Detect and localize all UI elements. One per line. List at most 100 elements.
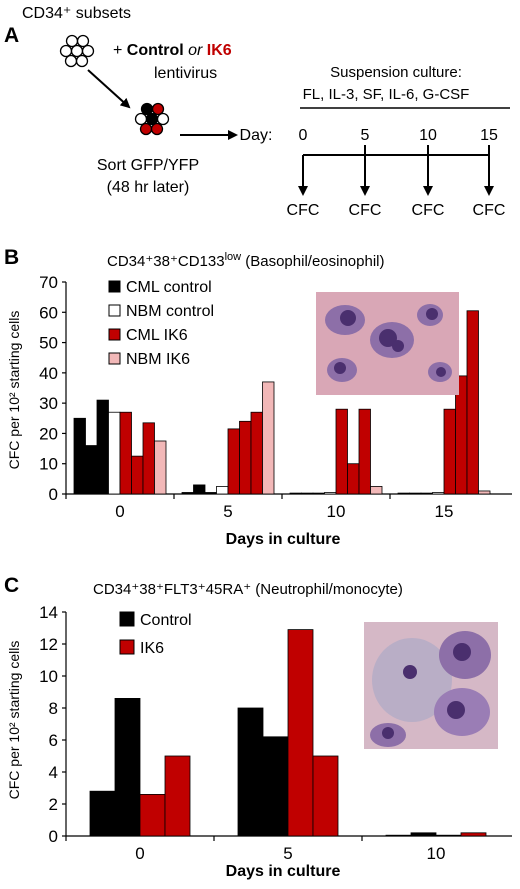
bar: [114, 698, 141, 837]
bar: [460, 832, 487, 837]
bar: [139, 794, 166, 837]
y-tick-label: 30: [39, 394, 58, 413]
transduced-cells-icon: [134, 102, 170, 136]
day-0: 0: [299, 127, 308, 144]
y-tick-label: 12: [39, 635, 58, 654]
x-tick-label: 10: [427, 844, 446, 863]
subsets-label: CD34⁺ subsets: [22, 5, 131, 22]
y-tick-label: 0: [49, 827, 58, 846]
y-tick-label: 60: [39, 303, 58, 322]
bar: [181, 492, 194, 495]
plus-text: +: [113, 42, 127, 59]
bar: [204, 492, 217, 495]
panel-c-ylabel: CFC per 10² starting cells: [6, 641, 22, 800]
bar: [301, 492, 314, 495]
y-tick-label: 2: [49, 795, 58, 814]
panel-b-ylabel: CFC per 10² starting cells: [6, 311, 22, 470]
sort-label-line1: Sort GFP/YFP: [97, 157, 199, 174]
bar: [289, 492, 302, 495]
bar: [409, 492, 422, 495]
y-tick-label: 40: [39, 364, 58, 383]
y-tick-label: 4: [49, 763, 58, 782]
panel-c-chart: 0 2 4 6 8 10 12 14 0 5 10: [39, 603, 512, 863]
legend-label: IK6: [140, 640, 164, 657]
x-tick-label: 10: [327, 502, 346, 521]
bar: [262, 381, 275, 495]
control-text: Control: [127, 42, 184, 59]
bar: [154, 440, 167, 495]
bar: [435, 834, 462, 837]
bar: [312, 755, 339, 837]
micrograph-neutrophil-image: [364, 622, 498, 749]
cfc-label: CFC: [287, 202, 320, 219]
day-label: Day:: [240, 127, 273, 144]
panel-c-legend: Control IK6: [119, 611, 192, 657]
bar: [324, 492, 337, 495]
bar: [73, 417, 86, 495]
bar: [347, 463, 360, 495]
y-tick-label: 6: [49, 731, 58, 750]
y-tick-label: 50: [39, 334, 58, 353]
panel-b: B CD34⁺38⁺CD133low (Basophil/eosinophil)…: [4, 246, 512, 548]
bar: [443, 408, 456, 495]
legend-swatch: [119, 639, 135, 655]
cfc-label: CFC: [412, 202, 445, 219]
bar: [397, 492, 410, 495]
bar: [287, 629, 314, 837]
bar: [227, 428, 240, 495]
panel-a: A CD34⁺ subsets + Control or IK6 lentivi…: [4, 5, 510, 219]
y-tick-label: 0: [49, 485, 58, 504]
legend-swatch: [108, 280, 121, 293]
day-15: 15: [480, 127, 498, 144]
y-tick-label: 20: [39, 424, 58, 443]
bar: [142, 422, 155, 495]
y-tick-label: 8: [49, 699, 58, 718]
legend-label: NBM IK6: [126, 351, 190, 368]
panel-c: C CD34⁺38⁺FLT3⁺45RA⁺ (Neutrophil/monocyt…: [4, 574, 512, 880]
legend-swatch: [119, 611, 135, 627]
transduce-arrow-icon: [87, 69, 131, 109]
micrograph-basophil-image: [316, 292, 459, 395]
legend-swatch: [108, 328, 121, 341]
sort-label-line2: (48 hr later): [107, 179, 190, 196]
panel-b-xlabel: Days in culture: [226, 531, 341, 548]
panel-a-label: A: [4, 24, 19, 47]
legend-label: CML control: [126, 279, 212, 296]
y-tick-label: 70: [39, 273, 58, 292]
lentivirus-label: lentivirus: [154, 65, 217, 82]
y-tick-label: 14: [39, 603, 58, 622]
bar: [410, 832, 437, 837]
legend-swatch: [108, 352, 121, 365]
or-text: or: [184, 42, 207, 59]
bar: [216, 486, 229, 495]
culture-label-line2: FL, IL-3, SF, IL-6, G-CSF: [303, 86, 470, 103]
bar: [370, 486, 383, 495]
bar: [262, 736, 289, 837]
day-5: 5: [361, 127, 370, 144]
bar: [85, 445, 98, 495]
cell-cluster-icon: [59, 34, 95, 68]
ik6-text: IK6: [207, 42, 232, 59]
lentivirus-line: + Control or IK6: [113, 42, 232, 59]
legend-label: Control: [140, 612, 192, 629]
panel-c-xlabel: Days in culture: [226, 863, 341, 880]
bar: [239, 420, 252, 495]
panel-b-chart: 0 10 20 30 40 50 60 70 0 5 10 15: [39, 273, 512, 521]
panel-c-title: CD34⁺38⁺FLT3⁺45RA⁺ (Neutrophil/monocyte): [93, 581, 403, 598]
bar: [385, 834, 412, 837]
bar: [108, 411, 121, 495]
x-tick-label: 0: [115, 502, 124, 521]
bar: [131, 455, 144, 495]
bar: [193, 484, 206, 495]
cfc-label: CFC: [473, 202, 506, 219]
panel-c-label: C: [4, 574, 19, 597]
bar: [466, 310, 479, 495]
bar: [119, 411, 132, 495]
x-tick-label: 5: [223, 502, 232, 521]
x-tick-label: 5: [283, 844, 292, 863]
bar: [478, 490, 491, 495]
bar: [164, 755, 191, 837]
bar: [335, 408, 348, 495]
timeline: [298, 145, 494, 196]
